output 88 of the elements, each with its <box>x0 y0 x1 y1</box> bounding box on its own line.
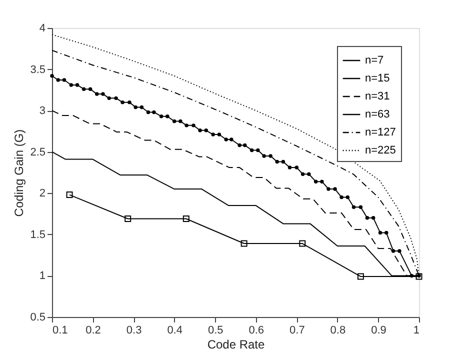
x-tick-label: 0.8 <box>330 324 346 336</box>
point <box>152 110 156 114</box>
point <box>224 138 228 142</box>
point <box>94 92 99 96</box>
point <box>410 274 414 278</box>
point <box>69 83 74 87</box>
point <box>114 96 118 100</box>
point <box>299 240 306 247</box>
point <box>281 160 286 164</box>
point <box>211 132 215 136</box>
point <box>238 143 242 148</box>
legend-label: n=127 <box>365 126 396 138</box>
point <box>146 110 150 114</box>
point <box>217 132 222 136</box>
point <box>230 138 234 142</box>
point <box>333 187 337 191</box>
point <box>124 216 132 222</box>
y-tick-label: 4 <box>39 22 46 34</box>
point <box>172 119 176 124</box>
point <box>101 92 105 96</box>
point <box>275 160 279 164</box>
point <box>262 154 266 158</box>
point <box>107 96 111 100</box>
y-tick-label: 0.5 <box>30 312 46 324</box>
point <box>120 100 124 104</box>
point <box>326 187 330 191</box>
point <box>307 172 311 176</box>
legend-label: n=225 <box>365 144 396 156</box>
point <box>75 83 80 87</box>
point <box>56 78 60 82</box>
x-tick-label: 0.2 <box>86 324 101 336</box>
point <box>243 143 247 148</box>
point <box>50 74 54 78</box>
point <box>320 180 324 184</box>
point <box>378 230 382 235</box>
point <box>340 195 344 200</box>
point <box>371 216 376 220</box>
x-tick-label: 0.3 <box>126 324 142 336</box>
legend-label: n=7 <box>365 54 384 66</box>
point <box>166 114 170 118</box>
point <box>288 166 292 170</box>
point <box>294 166 299 170</box>
point <box>140 105 144 110</box>
point <box>204 128 208 132</box>
point <box>62 78 66 82</box>
point <box>198 128 202 132</box>
point <box>358 205 363 210</box>
point <box>82 87 86 91</box>
y-axis-title: Coding Gain (G) <box>12 129 26 217</box>
point <box>250 148 254 152</box>
y-tick-label: 3.5 <box>30 64 46 76</box>
x-tick-label: 1 <box>413 324 420 336</box>
point <box>192 124 196 128</box>
point <box>346 195 350 200</box>
point <box>398 249 402 253</box>
point <box>300 172 305 176</box>
point <box>352 205 356 210</box>
x-tick-label: 0.5 <box>208 324 224 336</box>
x-tick-label: 0.9 <box>371 324 386 336</box>
point <box>365 216 370 220</box>
point <box>128 100 132 104</box>
legend-label: n=63 <box>365 108 390 120</box>
point <box>384 230 388 235</box>
point <box>159 114 164 118</box>
point <box>314 180 318 184</box>
point <box>88 87 92 91</box>
point <box>256 148 260 152</box>
point <box>391 249 396 253</box>
x-tick-label: 0.7 <box>290 324 305 336</box>
point <box>357 273 364 280</box>
y-tick-label: 2.5 <box>30 146 46 158</box>
x-tick-label: 0.6 <box>248 324 264 336</box>
x-axis-title: Code Rate <box>207 338 266 352</box>
x-tick-label: 0.4 <box>167 324 182 336</box>
y-tick-label: 1 <box>39 270 46 282</box>
point <box>182 216 190 222</box>
y-tick-label: 3 <box>39 105 46 118</box>
point <box>184 124 188 128</box>
y-tick-label: 2 <box>39 188 46 200</box>
point <box>178 119 182 124</box>
x-tick-label: 0.1 <box>52 324 68 336</box>
y-tick-label: 1.5 <box>30 228 46 241</box>
legend-label: n=15 <box>365 72 390 84</box>
point <box>268 154 272 158</box>
point <box>240 240 248 247</box>
legend-label: n=31 <box>365 90 390 102</box>
point <box>134 105 138 110</box>
point <box>66 192 73 198</box>
